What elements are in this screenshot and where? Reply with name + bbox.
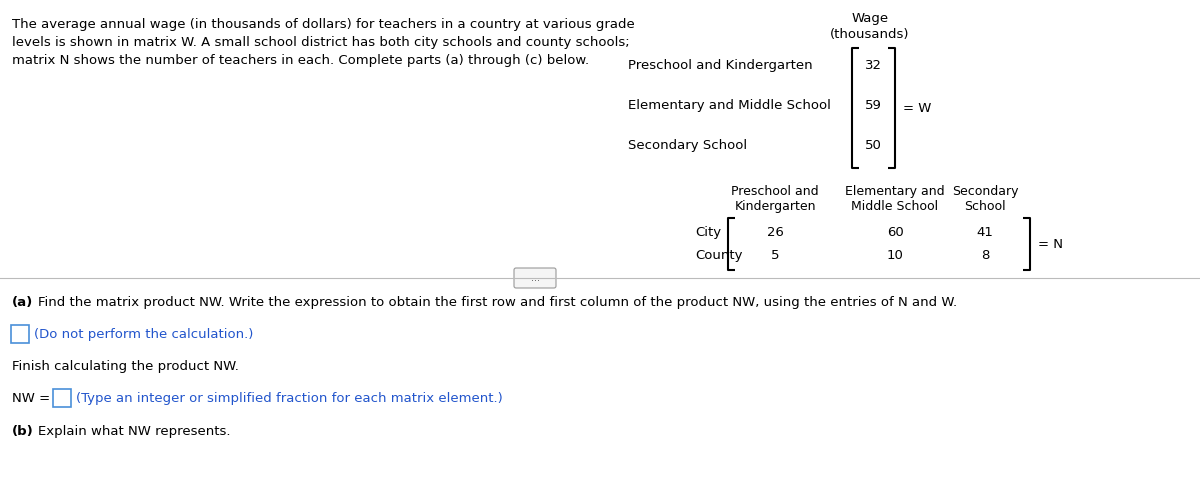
Text: 26: 26 <box>767 226 784 239</box>
Text: Wage: Wage <box>852 12 888 25</box>
Text: NW =: NW = <box>12 391 50 404</box>
Text: (thousands): (thousands) <box>830 28 910 41</box>
Text: The average annual wage (in thousands of dollars) for teachers in a country at v: The average annual wage (in thousands of… <box>12 18 635 31</box>
Text: 8: 8 <box>980 249 989 261</box>
Text: Preschool and: Preschool and <box>731 185 818 198</box>
Text: = W: = W <box>904 102 931 115</box>
Text: 10: 10 <box>887 249 904 261</box>
Text: County: County <box>695 249 743 261</box>
Text: Finish calculating the product NW.: Finish calculating the product NW. <box>12 360 239 373</box>
Text: (Do not perform the calculation.): (Do not perform the calculation.) <box>34 328 253 341</box>
Text: Middle School: Middle School <box>852 200 938 213</box>
Text: (a): (a) <box>12 296 34 309</box>
Text: School: School <box>964 200 1006 213</box>
Text: Secondary: Secondary <box>952 185 1019 198</box>
Text: ...: ... <box>530 273 540 283</box>
Text: (b): (b) <box>12 425 34 438</box>
Text: 5: 5 <box>770 249 779 261</box>
Text: 41: 41 <box>977 226 994 239</box>
FancyBboxPatch shape <box>11 325 29 343</box>
Text: 32: 32 <box>865 58 882 72</box>
Text: Find the matrix product NW. Write the expression to obtain the first row and fir: Find the matrix product NW. Write the ex… <box>38 296 958 309</box>
Text: Elementary and: Elementary and <box>845 185 944 198</box>
Text: City: City <box>695 226 721 239</box>
Text: Explain what NW represents.: Explain what NW represents. <box>38 425 230 438</box>
Text: levels is shown in matrix W. A small school district has both city schools and c: levels is shown in matrix W. A small sch… <box>12 36 630 49</box>
Text: (Type an integer or simplified fraction for each matrix element.): (Type an integer or simplified fraction … <box>76 391 503 404</box>
Text: 50: 50 <box>865 138 882 151</box>
Text: matrix N shows the number of teachers in each. Complete parts (a) through (c) be: matrix N shows the number of teachers in… <box>12 54 589 67</box>
Text: Preschool and Kindergarten: Preschool and Kindergarten <box>628 58 812 72</box>
FancyBboxPatch shape <box>514 268 556 288</box>
Text: Elementary and Middle School: Elementary and Middle School <box>628 99 830 112</box>
FancyBboxPatch shape <box>53 389 71 407</box>
Text: 60: 60 <box>887 226 904 239</box>
Text: Kindergarten: Kindergarten <box>734 200 816 213</box>
Text: = N: = N <box>1038 238 1063 250</box>
Text: 59: 59 <box>865 99 882 112</box>
Text: Secondary School: Secondary School <box>628 138 748 151</box>
